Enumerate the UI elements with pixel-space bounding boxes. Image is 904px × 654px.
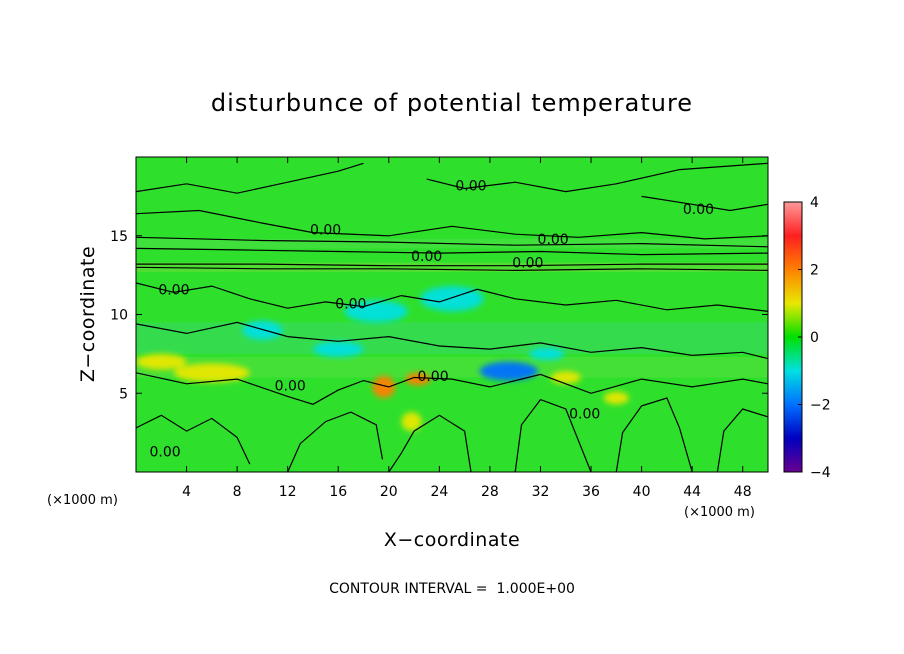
contour-line	[426, 162, 768, 193]
y-tick-label: 15	[110, 229, 128, 245]
contour-label: 0.00	[512, 256, 543, 272]
x-tick-label: 20	[380, 484, 398, 500]
contour-line	[136, 162, 364, 194]
x-tick-label: 36	[582, 484, 600, 500]
anomaly-blob	[479, 361, 538, 381]
anomaly-blob	[136, 353, 187, 370]
contour-line	[287, 411, 384, 472]
colorbar: 4 2 0 −2 −4	[783, 195, 831, 481]
contour-label: 0.00	[538, 232, 569, 248]
contour-label: 0.00	[411, 249, 442, 265]
colorbar-tick-label: 4	[810, 195, 819, 211]
contour-line	[136, 209, 768, 240]
contour-label: 0.00	[455, 178, 486, 194]
x-tick-label: 48	[734, 484, 752, 500]
x-tick-label: 40	[633, 484, 651, 500]
contour-line	[641, 195, 768, 212]
contour-label: 0.00	[569, 407, 600, 423]
field-band	[136, 262, 768, 272]
x-tick-label: 32	[532, 484, 550, 500]
x-tick-label: 44	[683, 484, 701, 500]
contour-line	[136, 247, 768, 256]
x-tick-label: 4	[182, 484, 191, 500]
field-band	[136, 357, 768, 378]
x-unit-right: (×1000 m)	[684, 505, 755, 520]
contour-line	[615, 397, 693, 472]
contour-label: 0.00	[335, 296, 366, 312]
contour-label: 0.00	[149, 445, 180, 461]
x-tick-label: 24	[430, 484, 448, 500]
chart-title: disturbunce of potential temperature	[211, 89, 693, 117]
anomaly-blob	[550, 371, 581, 384]
colorbar-tick-label: −4	[810, 465, 831, 481]
anomaly-blob	[312, 341, 364, 358]
x-tick-label: 28	[481, 484, 499, 500]
anomaly-blob	[173, 363, 250, 383]
contour-labels: 0.00 0.00 0.00 0.00 0.00 0.00 0.00 0.00 0.00 0.00…	[149, 178, 714, 460]
colorbar-tick-label: 0	[810, 330, 819, 346]
y-tick-label: 5	[119, 386, 128, 402]
contour-line	[136, 321, 768, 360]
contour-line	[136, 266, 768, 272]
y-axis-title: Z−coordinate	[77, 246, 99, 382]
contour-line	[136, 263, 768, 267]
field-background	[136, 157, 768, 472]
anomaly-blob	[405, 372, 431, 386]
contour-label: 0.00	[683, 202, 714, 218]
y-tick-label: 10	[110, 308, 128, 324]
contour-line	[716, 408, 768, 472]
anomaly-blob	[401, 412, 422, 432]
anomaly-blob	[529, 347, 565, 361]
anomaly-blob	[372, 375, 396, 398]
colorbar-tick-label: 2	[810, 263, 819, 279]
x-axis-title: X−coordinate	[384, 529, 520, 551]
contour-line	[136, 282, 768, 312]
colorbar-ticks: 4 2 0 −2 −4	[798, 195, 831, 481]
contour-line	[388, 414, 472, 472]
contour-line	[136, 236, 768, 248]
contour-label: 0.00	[275, 378, 306, 394]
x-unit-left: (×1000 m)	[47, 493, 118, 508]
anomaly-blob	[242, 320, 283, 340]
contour-lines	[136, 162, 768, 472]
field-band	[136, 322, 768, 354]
contour-label: 0.00	[417, 369, 448, 385]
colorbar-tick-label: −2	[810, 398, 831, 414]
contour-label: 0.00	[158, 282, 189, 298]
x-tick-label: 12	[279, 484, 297, 500]
anomaly-blob	[603, 391, 629, 405]
x-tick-label: 16	[329, 484, 347, 500]
contour-line	[136, 414, 251, 465]
x-tick-label: 8	[233, 484, 242, 500]
contour-label: 0.00	[310, 222, 341, 238]
contour-line	[136, 372, 768, 405]
y-axis: 5 10 15	[110, 229, 768, 402]
contour-interval-note: CONTOUR INTERVAL = 1.000E+00	[329, 581, 575, 597]
contour-line	[514, 398, 592, 472]
x-axis: 4 8 12 16 20 24 28 32 36 40 44 48	[182, 157, 752, 500]
plot-area	[136, 157, 768, 472]
